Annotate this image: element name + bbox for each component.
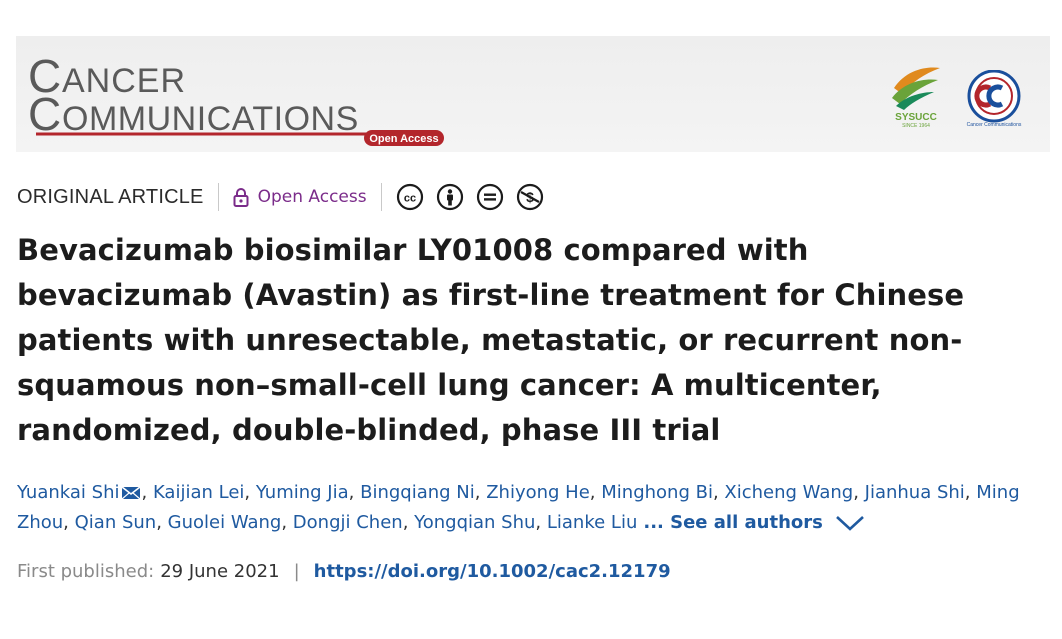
lock-icon: [233, 188, 249, 207]
nc-icon[interactable]: $: [516, 183, 544, 211]
author-link[interactable]: Lianke Liu: [546, 512, 638, 533]
see-all-authors-label: ... See all authors: [643, 512, 823, 533]
article-meta-row: ORIGINAL ARTICLE Open Access cc $: [17, 182, 544, 212]
nd-icon[interactable]: [476, 183, 504, 211]
author-link[interactable]: Bingqiang Ni: [360, 482, 475, 503]
pipe-separator: |: [293, 561, 300, 582]
article-title: Bevacizumab biosimilar LY01008 compared …: [17, 233, 965, 447]
publication-info: First published: 29 June 2021 | https://…: [17, 558, 671, 586]
author-link[interactable]: Qian Sun: [74, 512, 157, 533]
author-link[interactable]: Minghong Bi: [601, 482, 713, 503]
author-link[interactable]: Dongji Chen: [292, 512, 403, 533]
author-link[interactable]: Guolei Wang: [167, 512, 282, 533]
mail-icon[interactable]: [121, 485, 141, 501]
open-access-label: Open Access: [257, 187, 367, 207]
author-link[interactable]: Ming Zhou: [17, 482, 1020, 533]
journal-logo[interactable]: C ANCER C OMMUNICATIONS Open Access: [26, 44, 446, 148]
sysucc-text: SYSUCC: [895, 112, 937, 123]
license-icons[interactable]: cc $: [396, 183, 544, 211]
chevron-down-icon: [836, 516, 864, 531]
author-link[interactable]: Yuankai Shi: [17, 482, 120, 503]
by-icon[interactable]: [436, 183, 464, 211]
doi-link[interactable]: https://doi.org/10.1002/cac2.12179: [313, 561, 671, 582]
logo-line1-rest: ANCER: [62, 62, 186, 100]
sysucc-logo[interactable]: SYSUCC SINCE 1964: [888, 58, 944, 128]
author-link[interactable]: Xicheng Wang: [724, 482, 854, 503]
see-all-authors-button[interactable]: ... See all authors: [643, 512, 865, 533]
open-access-link[interactable]: Open Access: [233, 187, 367, 207]
author-link[interactable]: Zhiyong He: [486, 482, 590, 503]
journal-banner: C ANCER C OMMUNICATIONS Open Access SYSU…: [16, 36, 1050, 152]
logo-line2-initial: C: [28, 88, 61, 140]
cancer-communications-seal[interactable]: Cancer Communications: [966, 70, 1024, 128]
author-link[interactable]: Jianhua Shi: [864, 482, 965, 503]
divider: [217, 183, 219, 211]
svg-text:cc: cc: [403, 193, 415, 205]
cc-icon[interactable]: cc: [396, 183, 424, 211]
first-published-label: First published:: [17, 561, 155, 582]
author-link[interactable]: Yuming Jia: [255, 482, 349, 503]
logo-badge: Open Access: [369, 133, 438, 145]
divider: [380, 183, 382, 211]
logo-line1-initial: C: [28, 50, 61, 102]
seal-text: Cancer Communications: [967, 122, 1022, 128]
author-list: Yuankai Shi, Kaijian Lei, Yuming Jia, Bi…: [17, 482, 1020, 533]
author-link[interactable]: Kaijian Lei: [152, 482, 245, 503]
logo-line2-rest: OMMUNICATIONS: [62, 100, 359, 138]
article-type: ORIGINAL ARTICLE: [17, 185, 204, 208]
author-link[interactable]: Yongqian Shu: [414, 512, 536, 533]
first-published-date: 29 June 2021: [160, 561, 280, 582]
sysucc-sub: SINCE 1964: [902, 123, 930, 128]
